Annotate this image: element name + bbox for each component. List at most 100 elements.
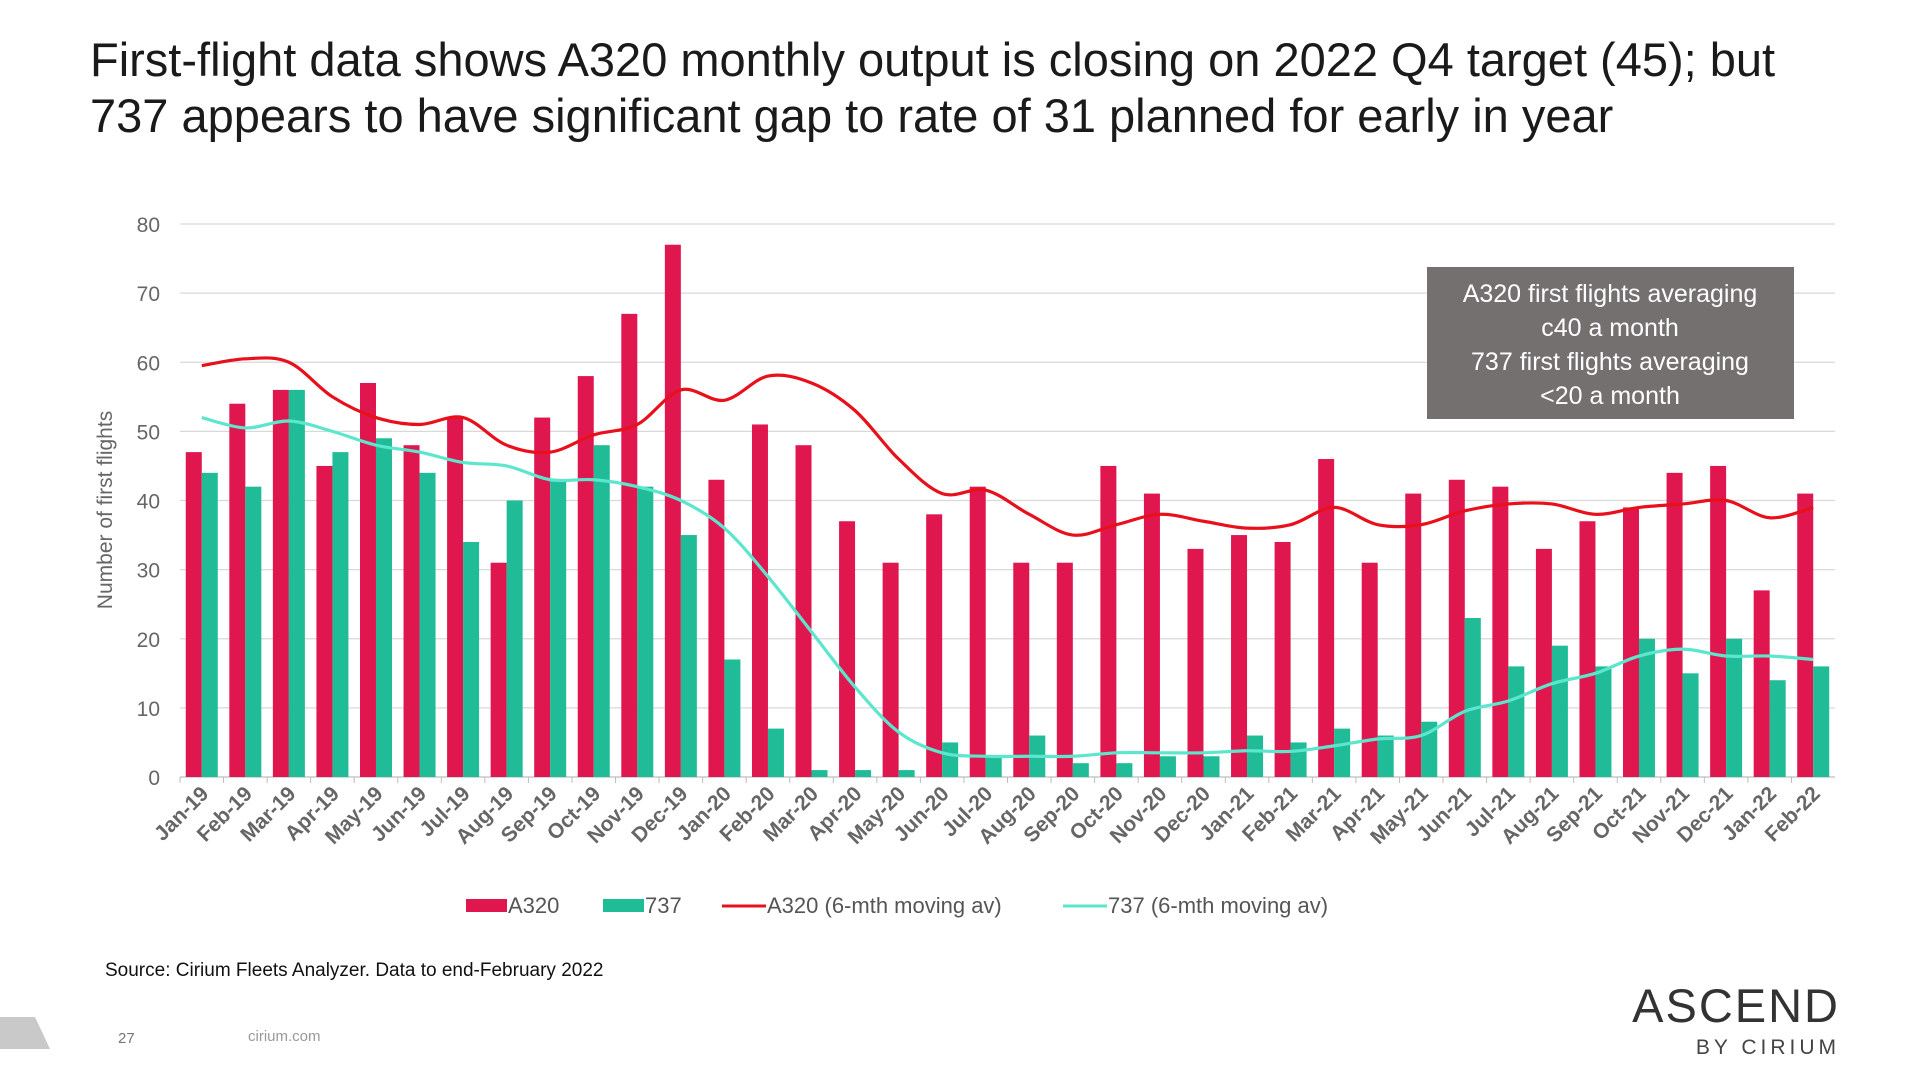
bar-737	[1464, 618, 1481, 777]
annotation-line-2: c40 a month	[1541, 314, 1679, 342]
bar-737	[1247, 735, 1264, 777]
bar-a320	[839, 521, 856, 777]
y-tick-label: 80	[137, 214, 160, 237]
bar-a320	[882, 562, 899, 777]
bar-a320	[1100, 465, 1117, 777]
legend-item-737: 737	[603, 893, 682, 918]
bar-737	[1551, 645, 1568, 777]
y-tick-label: 10	[137, 698, 160, 721]
y-tick-label: 60	[137, 352, 160, 375]
bar-737	[1595, 666, 1612, 777]
bar-737	[375, 438, 392, 777]
y-axis-label: Number of first flights	[94, 411, 117, 609]
page-number: 27	[118, 1030, 135, 1047]
bar-737	[1203, 756, 1220, 777]
bar-737	[506, 500, 523, 777]
bar-737	[245, 486, 262, 777]
bar-737	[1813, 666, 1830, 777]
legend-swatch-a320	[466, 899, 507, 912]
bar-a320	[1274, 541, 1291, 777]
bar-737	[1116, 763, 1133, 777]
bar-a320	[359, 382, 376, 777]
legend-item-a320-moving-av: A320 (6-mth moving av)	[722, 893, 1002, 918]
annotation-line-3: 737 first flights averaging	[1471, 348, 1749, 376]
bar-737	[550, 479, 567, 777]
website-link: cirium.com	[248, 1028, 321, 1045]
bar-a320	[1318, 459, 1335, 777]
bar-a320	[1710, 465, 1727, 777]
bar-a320	[1623, 507, 1640, 777]
bar-a320	[751, 424, 768, 777]
line-737-moving-av	[201, 415, 1814, 759]
bar-a320	[1666, 472, 1683, 777]
bars	[185, 244, 1830, 778]
bar-a320	[1231, 535, 1248, 777]
annotation-line-1: A320 first flights averaging	[1463, 280, 1758, 308]
legend: A320 737 A320 (6-mth moving av) 737 (6-m…	[466, 893, 1328, 918]
corner-decoration	[0, 1017, 50, 1049]
annotation-background	[1427, 267, 1794, 419]
legend-item-a320: A320	[466, 893, 559, 918]
bar-737	[332, 452, 349, 777]
y-tick-label: 70	[137, 283, 160, 306]
bar-737	[637, 486, 654, 777]
legend-label-737: 737	[645, 893, 682, 918]
bar-737	[942, 742, 959, 777]
bar-737	[985, 756, 1002, 777]
annotation-line-4: <20 a month	[1540, 382, 1680, 410]
bar-737	[1769, 680, 1786, 777]
ascend-logo-subtitle: BY CIRIUM	[1695, 1036, 1840, 1059]
bar-737	[1726, 638, 1743, 777]
bar-737	[1377, 735, 1394, 777]
bar-a320	[229, 403, 246, 777]
bar-737	[855, 770, 872, 777]
line-a320-moving-av	[201, 356, 1814, 537]
bar-a320	[926, 514, 943, 777]
legend-label-a320: A320	[508, 893, 559, 918]
bar-737	[1290, 742, 1307, 777]
legend-swatch-737	[603, 899, 644, 912]
bar-a320	[1187, 548, 1204, 777]
bar-a320	[708, 479, 725, 777]
bar-737	[767, 728, 784, 777]
legend-label-a320-moving-av: A320 (6-mth moving av)	[767, 893, 1002, 918]
bar-a320	[490, 562, 507, 777]
bar-737	[593, 445, 610, 777]
bar-a320	[664, 244, 681, 778]
bar-a320	[969, 486, 986, 777]
page-title: First-flight data shows A320 monthly out…	[90, 33, 1776, 142]
bar-a320	[1753, 590, 1770, 777]
first-flights-chart: Number of first flights 0 10 20 30 40 50 60 70 8…	[94, 214, 1835, 918]
bar-a320	[316, 465, 333, 777]
legend-item-737-moving-av: 737 (6-mth moving av)	[1063, 893, 1328, 918]
bar-a320	[1797, 493, 1814, 777]
bar-a320	[1579, 521, 1596, 777]
bar-737	[201, 472, 218, 777]
bar-737	[288, 389, 305, 777]
bar-737	[1682, 673, 1699, 777]
bar-a320	[447, 417, 464, 777]
bar-737	[1639, 638, 1656, 777]
bar-a320	[1361, 562, 1378, 777]
bar-a320	[534, 417, 551, 777]
bar-737	[724, 659, 741, 777]
bar-a320	[1492, 486, 1509, 777]
bar-737	[811, 770, 828, 777]
y-tick-label: 40	[137, 491, 160, 514]
bar-737	[1072, 763, 1089, 777]
bar-a320	[621, 313, 638, 777]
legend-label-737-moving-av: 737 (6-mth moving av)	[1108, 893, 1328, 918]
moving-average-lines	[201, 356, 1814, 759]
bar-737	[680, 535, 697, 777]
x-tick-labels: Jan-19Feb-19Mar-19Apr-19May-19Jun-19Jul-…	[150, 782, 1825, 849]
y-tick-label: 50	[137, 421, 160, 444]
bar-737	[463, 541, 480, 777]
bar-a320	[1013, 562, 1030, 777]
y-tick-label: 30	[137, 560, 160, 583]
bar-737	[898, 770, 915, 777]
y-tick-label: 0	[148, 767, 160, 790]
bar-737	[1159, 756, 1176, 777]
y-tick-labels: 0 10 20 30 40 50 60 70 80	[137, 214, 160, 790]
y-tick-label: 20	[137, 629, 160, 652]
bar-a320	[185, 452, 202, 777]
